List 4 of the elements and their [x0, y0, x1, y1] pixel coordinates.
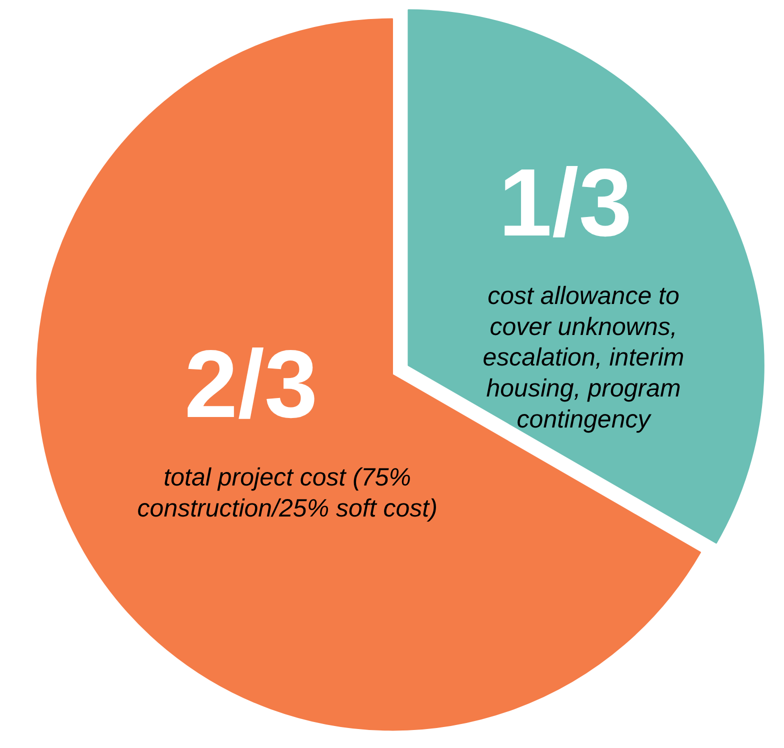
- data-label: 1/3: [498, 149, 632, 256]
- slice-label: cost allowance to cover unknowns, escalation, interim housing, program contingency: [482, 282, 684, 434]
- data-label: 2/3: [184, 331, 318, 438]
- slice-label: total project cost (75% construction/25% soft cost): [137, 463, 438, 522]
